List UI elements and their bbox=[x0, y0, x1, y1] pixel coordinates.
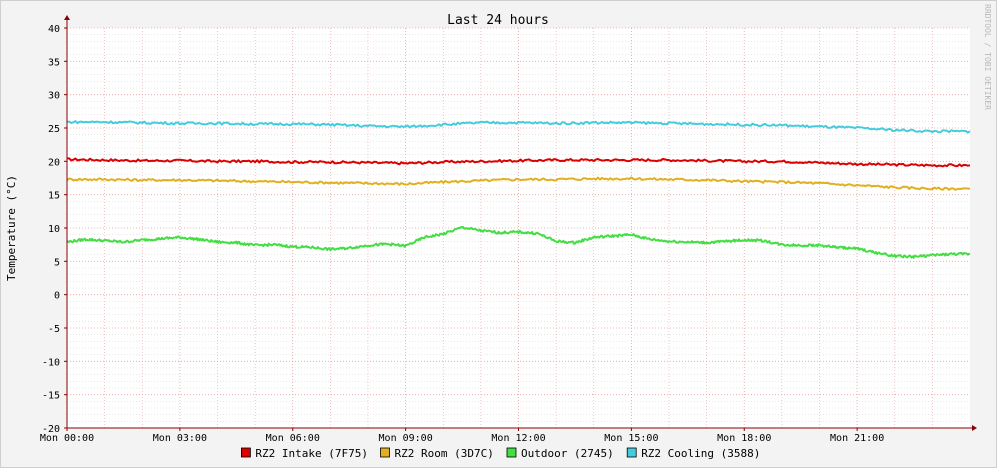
y-tick-label: 20 bbox=[48, 157, 60, 168]
x-tick-label: Mon 12:00 bbox=[491, 433, 545, 444]
legend-swatch bbox=[240, 447, 251, 458]
x-tick-label: Mon 21:00 bbox=[830, 433, 884, 444]
x-tick-label: Mon 15:00 bbox=[604, 433, 658, 444]
x-tick-label: Mon 06:00 bbox=[266, 433, 320, 444]
series-line bbox=[66, 120, 971, 134]
series-line bbox=[66, 176, 971, 191]
x-tick-label: Mon 03:00 bbox=[153, 433, 207, 444]
series-line bbox=[67, 157, 971, 168]
x-tick-label: Mon 09:00 bbox=[379, 433, 433, 444]
y-tick-label: -20 bbox=[42, 424, 60, 435]
legend-swatch bbox=[380, 447, 390, 458]
minor-grid bbox=[67, 28, 970, 428]
watermark: RRDTOOL / TOBI OETIKER bbox=[983, 4, 992, 110]
legend-swatch bbox=[506, 447, 517, 458]
x-tick-label: Mon 00:00 bbox=[40, 433, 94, 444]
legend-label: Outdoor (2745) bbox=[521, 447, 614, 460]
y-axis-label: Temperature (°C) bbox=[5, 175, 18, 281]
x-axis-arrow bbox=[972, 425, 977, 431]
y-tick-label: -5 bbox=[48, 324, 60, 335]
y-tick-labels: -20 -15 -10 -5 0 5 10 15 20 25 30 35 40 bbox=[42, 24, 60, 435]
axes bbox=[64, 15, 977, 431]
y-tick-label: 0 bbox=[54, 291, 60, 302]
y-tick-label: 10 bbox=[48, 224, 60, 235]
y-tick-label: 35 bbox=[48, 57, 60, 68]
y-axis-arrow bbox=[64, 15, 70, 20]
y-tick-label: 15 bbox=[48, 191, 60, 202]
legend-label: RZ2 Intake (7F75) bbox=[255, 447, 368, 460]
y-tick-label: 30 bbox=[48, 91, 60, 102]
legend-swatch bbox=[626, 447, 637, 458]
y-tick-label: 5 bbox=[54, 257, 60, 268]
legend-label: RZ2 Cooling (3588) bbox=[641, 447, 760, 460]
y-tick-label: 40 bbox=[48, 24, 60, 35]
series-lines bbox=[66, 120, 971, 259]
legend-label: RZ2 Room (3D7C) bbox=[395, 447, 494, 460]
x-tick-label: Mon 18:00 bbox=[717, 433, 771, 444]
y-tick-label: -15 bbox=[42, 391, 60, 402]
y-tick-label: 25 bbox=[48, 124, 60, 135]
y-tick-label: -10 bbox=[42, 357, 60, 368]
chart-title: Last 24 hours bbox=[447, 13, 549, 28]
series-line bbox=[66, 226, 971, 259]
legend: RZ2 Intake (7F75) RZ2 Room (3D7C) Outdoor … bbox=[240, 447, 760, 460]
x-tick-labels: Mon 00:00 Mon 03:00 Mon 06:00 Mon 09:00 Mon … bbox=[40, 433, 884, 444]
